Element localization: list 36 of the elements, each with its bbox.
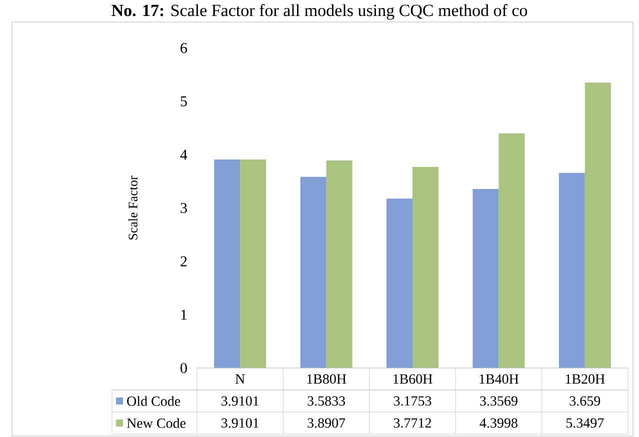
y-tick-label: 5: [180, 96, 187, 106]
data-label: 3.3569: [480, 396, 518, 406]
data-label: 3.9101: [222, 418, 259, 428]
data-label: 3.9101: [222, 396, 259, 406]
bar: [584, 82, 611, 368]
data-label: 3.8907: [308, 418, 346, 428]
bar: [412, 166, 439, 368]
legend-label: Old Code: [127, 396, 180, 406]
y-tick-label: 1: [181, 310, 187, 320]
y-tick-label: 6: [180, 42, 188, 54]
bar: [300, 176, 326, 368]
x-tick-label: 1B60H: [394, 374, 432, 384]
data-label: 5.3497: [566, 418, 604, 428]
y-tick-label: 3: [180, 202, 187, 214]
data-label: 4.3998: [480, 418, 518, 428]
legend-label: New Code: [126, 418, 186, 428]
bar: [214, 159, 240, 368]
bar: [472, 188, 499, 368]
x-tick-label: 1B40H: [480, 374, 519, 384]
y-axis-title: Scale Factor: [128, 176, 138, 240]
data-label: 3.7712: [394, 418, 431, 428]
y-tick-label: 0: [180, 362, 187, 374]
y-tick-label: 4: [180, 150, 188, 160]
x-tick-label: 1B20H: [566, 374, 605, 384]
x-tick-label: N: [235, 374, 245, 384]
bar: [558, 172, 585, 368]
bar: [498, 133, 525, 368]
bar: [240, 159, 266, 368]
data-label: 3.1753: [394, 396, 432, 406]
bar: [326, 160, 352, 368]
chart-title: No. 17: Scale Factor for all models using CQC method of co: [112, 4, 528, 20]
y-tick-label: 2: [180, 256, 187, 266]
bar: [386, 198, 413, 368]
x-tick-label: 1B80H: [307, 374, 346, 384]
data-label: 3.5833: [308, 396, 346, 406]
data-label: 3.659: [570, 396, 600, 406]
